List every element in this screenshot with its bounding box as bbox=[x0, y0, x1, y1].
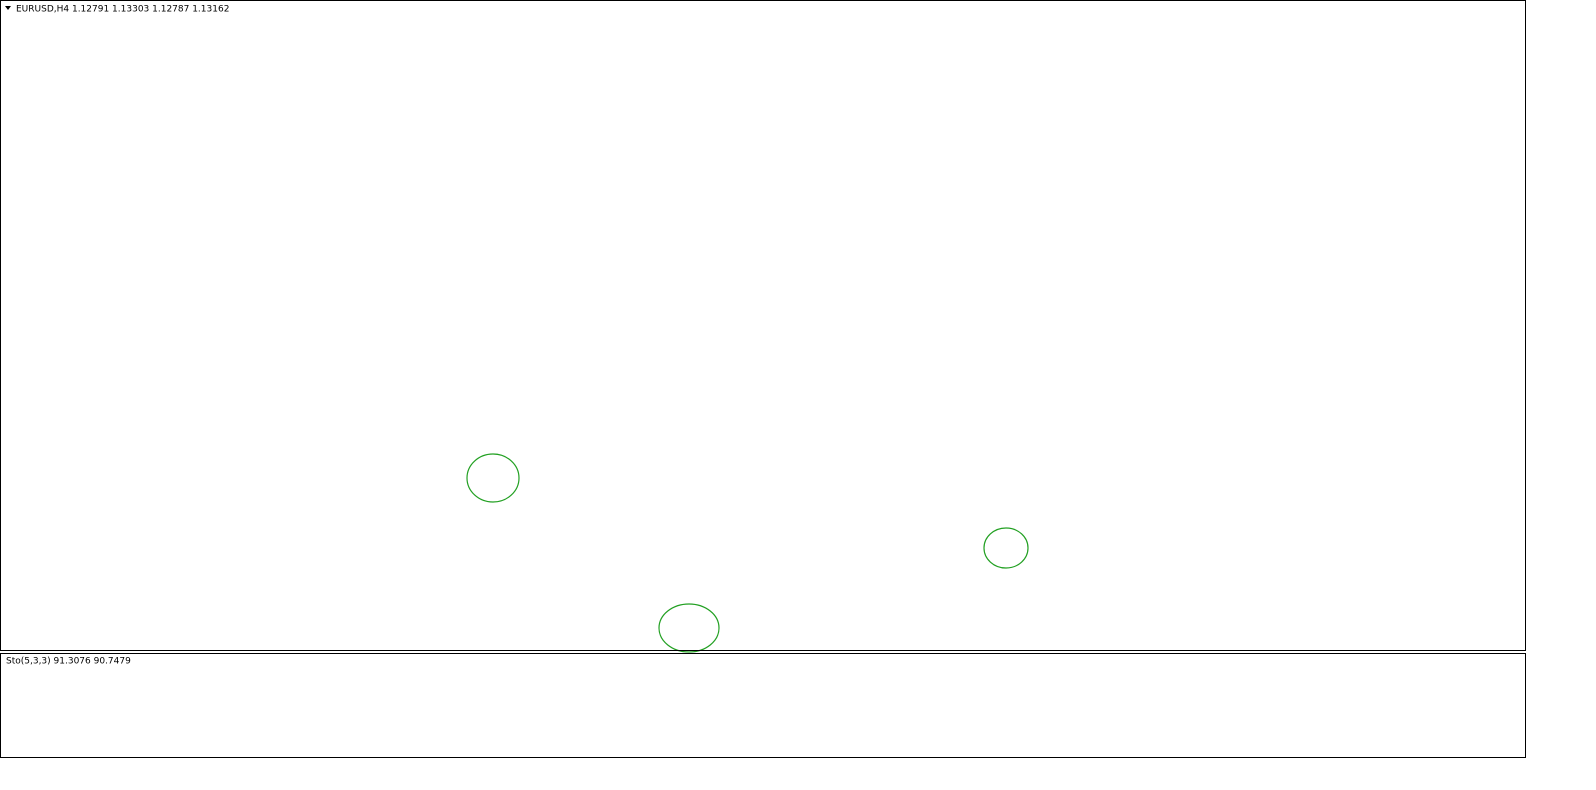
stoch-pane-frame bbox=[0, 653, 1526, 758]
symbol-header: EURUSD,H4 1.12791 1.13303 1.12787 1.1316… bbox=[16, 5, 229, 15]
pattern-circle bbox=[466, 453, 520, 503]
pattern-circle bbox=[658, 603, 720, 653]
stoch-header: Sto(5,3,3) 91.3076 90.7479 bbox=[6, 657, 131, 667]
main-pane-frame bbox=[0, 0, 1526, 651]
pattern-circle bbox=[983, 527, 1029, 569]
collapse-icon[interactable] bbox=[5, 6, 11, 10]
